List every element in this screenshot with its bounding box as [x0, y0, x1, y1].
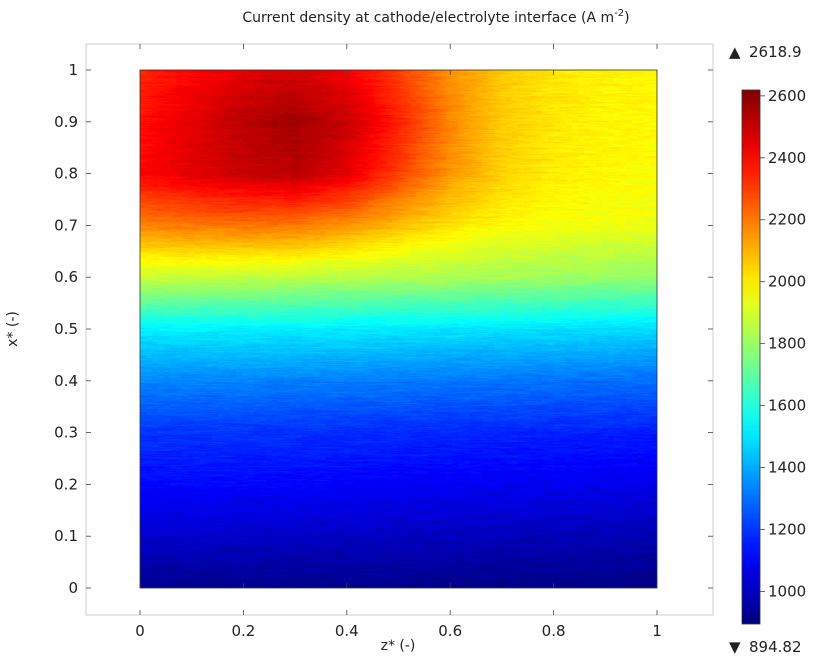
x-tick-label: 0 [135, 622, 145, 640]
colorbar-tick-label: 2200 [768, 211, 806, 229]
colorbar-tick-label: 1800 [768, 335, 806, 353]
colorbar-tick-label: 2600 [768, 87, 806, 105]
colorbar-max-marker: ▲ [729, 43, 741, 61]
y-tick-label: 0.7 [54, 216, 78, 234]
y-tick-label: 0.3 [54, 424, 78, 442]
colorbar-tick-label: 1200 [768, 520, 806, 538]
colorbar-tick-label: 1000 [768, 582, 806, 600]
x-tick-label: 0.6 [438, 622, 462, 640]
x-tick-label: 0.4 [335, 622, 359, 640]
y-tick-label: 0.6 [54, 268, 78, 286]
colorbar-tick-label: 2400 [768, 149, 806, 167]
x-tick-label: 0.8 [542, 622, 566, 640]
chart-title: Current density at cathode/electrolyte i… [242, 8, 629, 26]
colorbar-ticks: 1000 1200 1400 1600 1800 2000 2200 2400 2600 [760, 87, 806, 600]
y-tick-label: 1 [68, 61, 78, 79]
colorbar-tick-label: 1400 [768, 459, 806, 477]
plot-border [139, 69, 658, 589]
heatmap-field-container [140, 70, 657, 588]
colorbar [741, 89, 761, 625]
y-tick-label: 0.1 [54, 527, 78, 545]
y-tick-label: 0.9 [54, 113, 78, 131]
y-axis-label: x* (-) [5, 311, 21, 347]
x-tick-label: 0.2 [231, 622, 255, 640]
colorbar-max-label: 2618.9 [749, 43, 802, 61]
x-axis-label: z* (-) [381, 638, 416, 654]
y-tick-label: 0.8 [54, 165, 78, 183]
colorbar-tick-label: 2000 [768, 273, 806, 291]
y-tick-label: 0.2 [54, 475, 78, 493]
colorbar-min-marker: ▼ [729, 638, 741, 656]
y-tick-label: 0 [68, 579, 78, 597]
x-axis: 0 0.2 0.4 0.6 0.8 1 [135, 44, 662, 640]
y-tick-label: 0.4 [54, 372, 78, 390]
y-tick-label: 0.5 [54, 320, 78, 338]
x-tick-label: 1 [652, 622, 662, 640]
heatmap-field [140, 70, 657, 588]
y-axis: 0 0.1 0.2 0.3 0.4 0.5 0.6 0.7 0.8 0.9 1 [54, 61, 713, 597]
colorbar-tick-label: 1600 [768, 397, 806, 415]
colorbar-min-label: 894.82 [749, 638, 802, 656]
